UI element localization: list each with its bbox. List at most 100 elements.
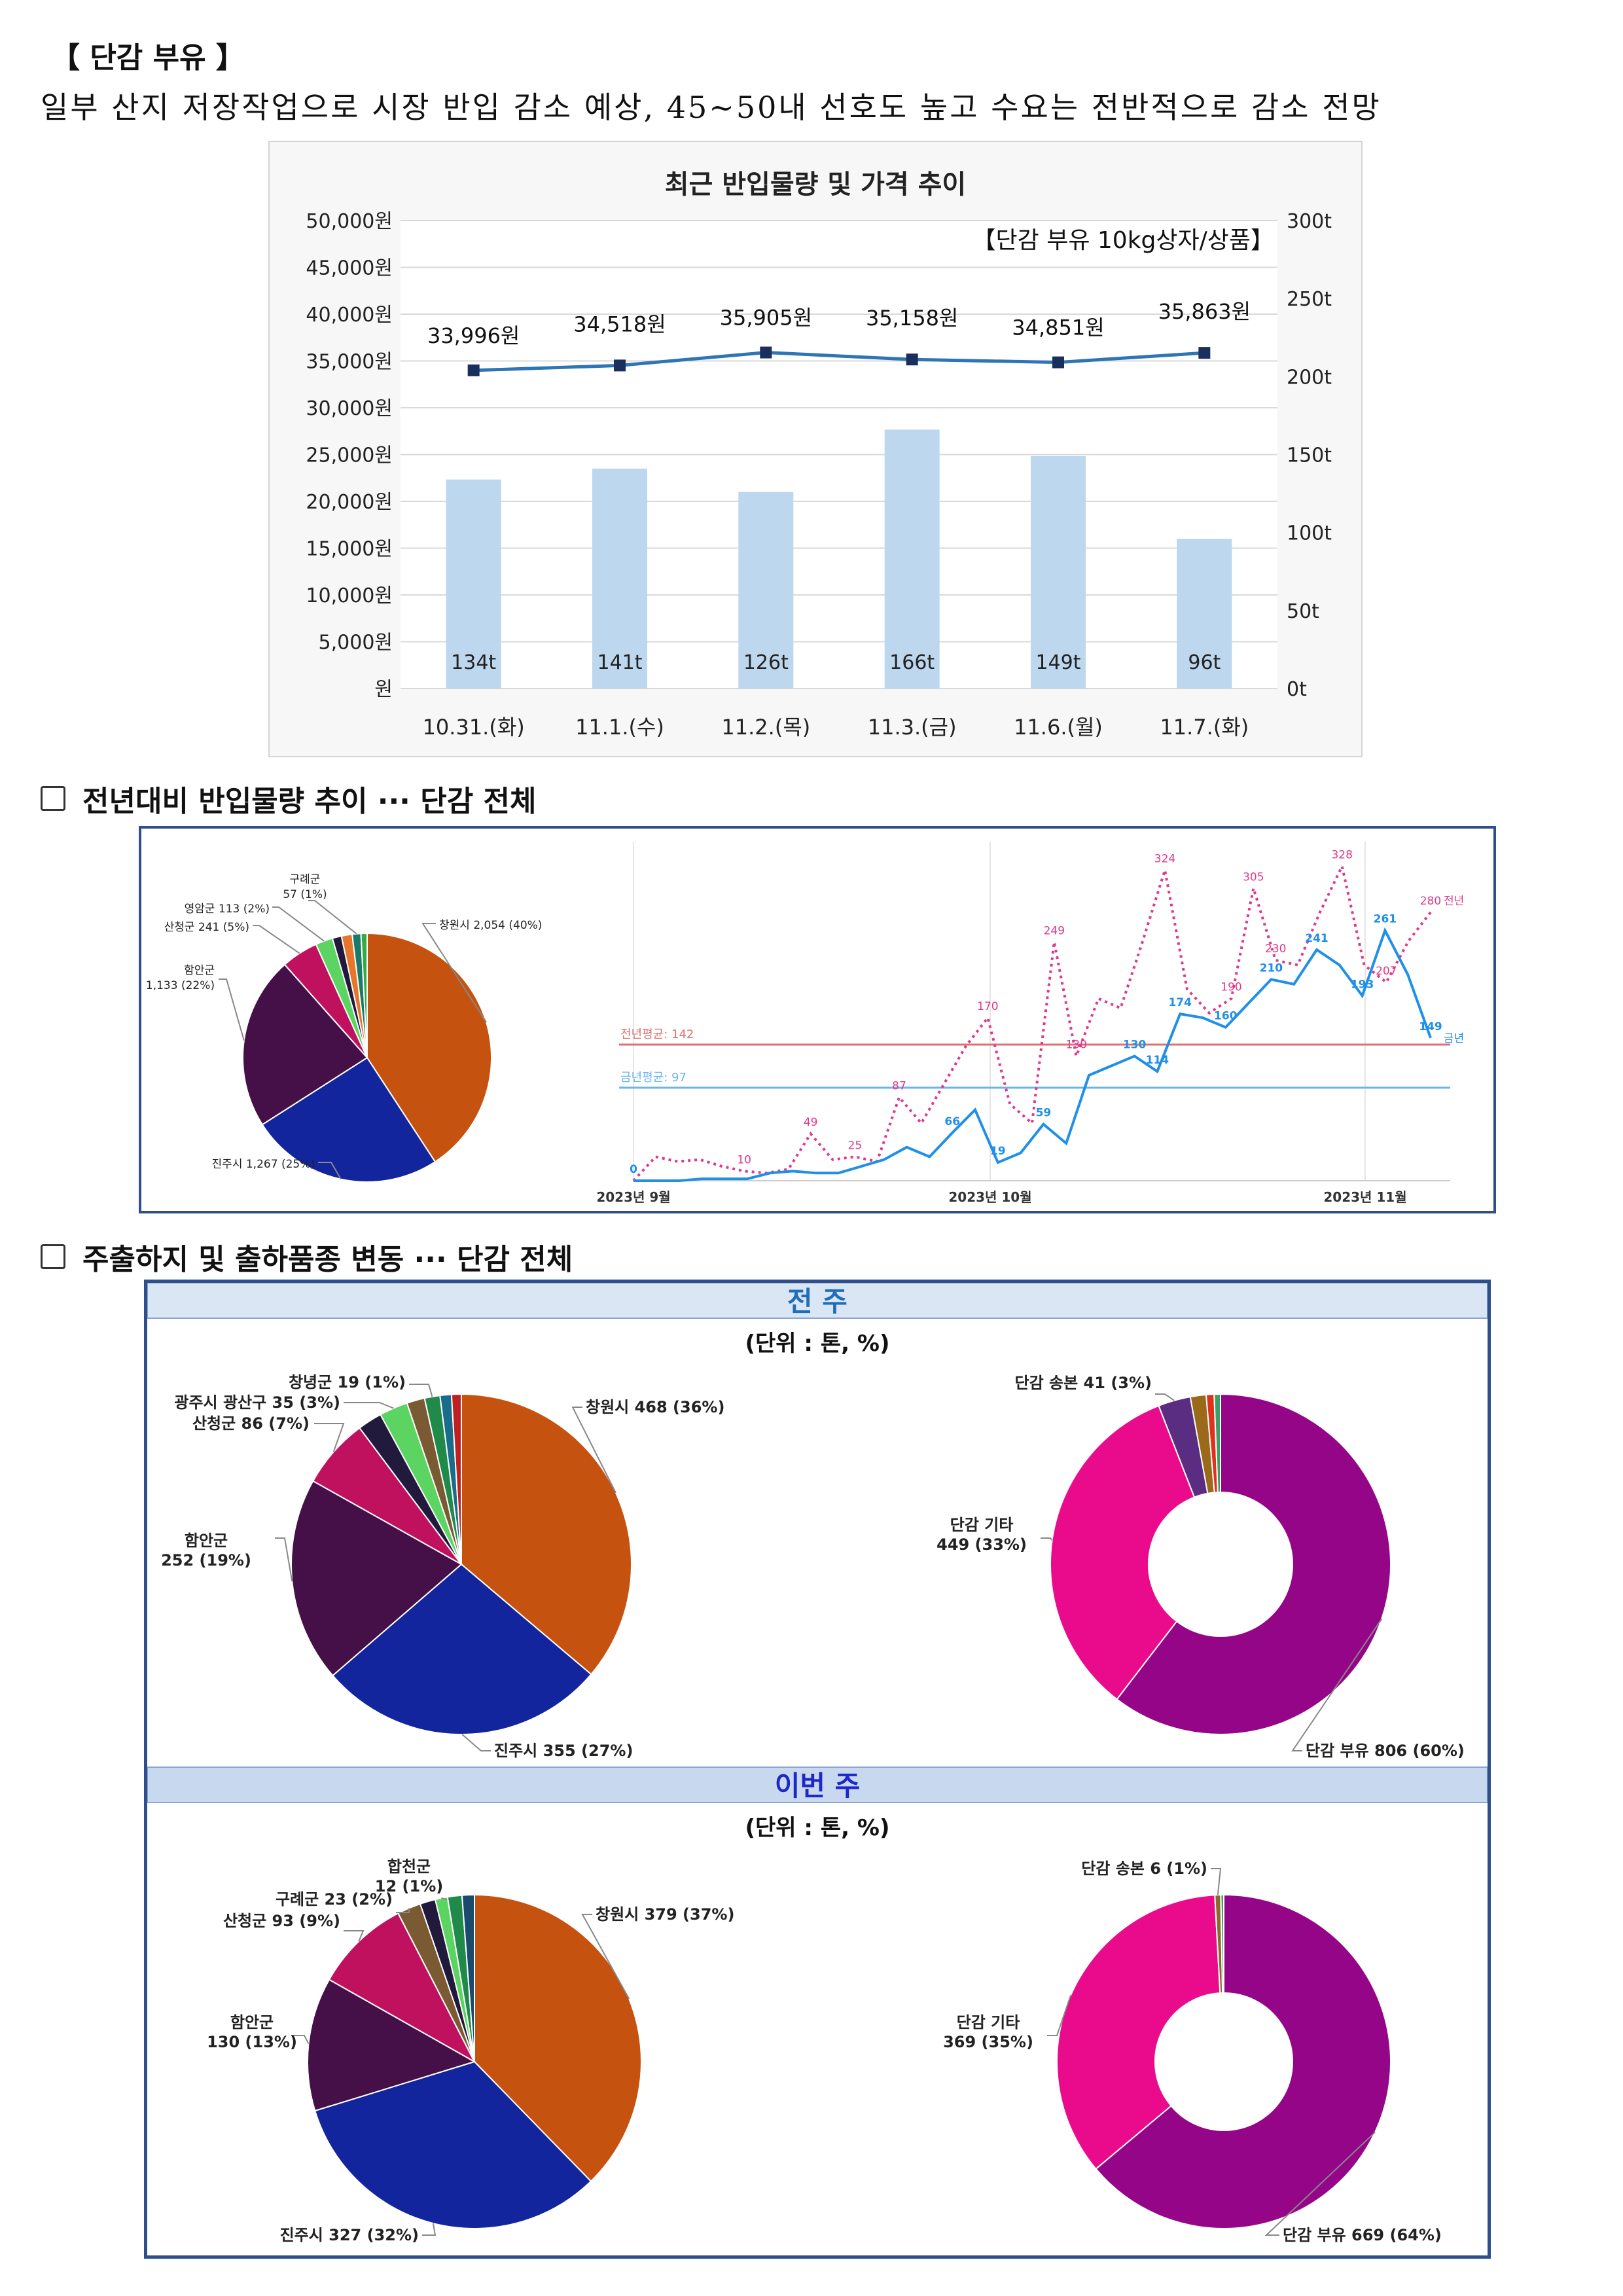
reference-label: 금년평균: 97 [620,1071,687,1085]
bar [1177,539,1232,689]
price-point [906,353,918,366]
slice-label: 진주시 355 (27%) [494,1742,633,1760]
pie-slice [331,1563,592,1735]
point-label: 328 [1331,849,1352,862]
leader-line [318,1162,342,1180]
page-heading: 【 단감 부유 】 [51,41,245,75]
x-tick: 11.3.(금) [868,715,957,740]
point-label: 305 [1243,870,1264,884]
bar-label: 166t [889,651,935,674]
y-left-tick: 10,000원 [306,584,393,607]
price-point [1198,347,1211,359]
leader-line [219,978,245,1041]
x-tick: 2023년 10월 [948,1189,1031,1205]
leader-line [314,1423,345,1452]
slice-label: 12 (1%) [375,1877,443,1895]
price-label: 34,518원 [573,312,666,336]
yearly-volume-panel: 창원시 2,054 (40%) 진주시 1,267 (25%) 함안군 1,133 (… [139,826,1496,1213]
point-label: 280 [1420,895,1441,908]
y-left-tick: 30,000원 [306,397,393,420]
panel-header [147,1282,1488,1319]
bar [446,479,501,689]
slice-label: 산청군 93 (9%) [223,1912,340,1930]
point-label: 324 [1154,852,1175,865]
bar-label: 96t [1188,651,1221,674]
series-line [633,927,1432,1182]
leader-line [275,1537,293,1582]
y-right-tick: 100t [1287,522,1332,545]
point-label: 25 [848,1139,863,1152]
section-title: 전년대비 반입물량 추이 ··· 단감 전체 [82,785,537,818]
slice-label: 함안군 [184,964,215,977]
point-label: 114 [1146,1054,1169,1067]
leader-line [409,1384,433,1397]
unit-label: (단위 : 톤, %) [745,1815,889,1841]
leader-line [581,1914,630,2000]
origin-variety-panel: 전 주 (단위 : 톤, %) 이번 주 (단위 : 톤, %) 창원시 468 (36… [144,1280,1491,2259]
bar-label: 149t [1035,651,1080,674]
point-label: 193 [1351,978,1374,991]
leader-line [1291,1619,1383,1751]
panel-header [147,1767,1488,1803]
slice-label: 창녕군 19 (1%) [289,1373,406,1391]
leader-line [344,1930,365,1942]
price-label: 35,863원 [1158,299,1251,324]
point-label: 241 [1305,932,1329,945]
bar-label: 126t [743,651,789,674]
pie-slice [1116,1393,1391,1735]
chart-subtitle: 【단감 부유 10kg상자/상품】 [972,227,1274,254]
y-left-tick: 45,000원 [306,257,393,280]
panel-title: 이번 주 [775,1770,861,1802]
price-point [760,346,772,359]
pie-slice [1050,1405,1196,1700]
leader-line [344,1402,394,1409]
price-label: 35,158원 [866,306,958,331]
y-right-tick: 150t [1287,444,1332,467]
price-point [614,359,626,372]
bar [738,492,794,689]
point-label: 249 [1044,924,1065,937]
slice-label: 산청군 241 (5%) [164,921,249,934]
y-right-tick: 300t [1287,210,1332,233]
slice-label: 산청군 86 (7%) [192,1414,310,1433]
point-label: 0 [630,1163,637,1176]
price-point [1052,356,1064,368]
slice-label: 합천군 [387,1857,431,1876]
pie-slice [450,1393,462,1565]
summary-text: 일부 산지 저장작업으로 시장 반입 감소 예상, 45~50내 선호도 높고 … [41,90,1382,125]
point-label: 0 [630,1163,637,1176]
y-right-tick: 250t [1287,288,1332,311]
slice-label: 창원시 2,054 (40%) [439,919,542,932]
point-label: 170 [977,1000,998,1013]
slice-label: 구례군 [290,873,321,886]
point-label: 130 [1123,1039,1147,1052]
x-tick: 11.6.(월) [1014,715,1103,740]
price-label: 33,996원 [427,323,520,348]
leader-line [291,2035,310,2045]
point-label: 130 [1065,1039,1086,1052]
chart-title: 최근 반입물량 및 가격 추이 [665,170,967,200]
y-left-tick: 25,000원 [306,444,393,467]
point-label: 190 [1221,981,1241,994]
reference-label: 전년평균: 142 [620,1028,694,1041]
checkbox-icon [41,1244,65,1269]
price-line [473,351,1205,372]
x-tick: 11.1.(수) [575,715,664,740]
slice-label: 창원시 379 (37%) [596,1905,734,1924]
pie-slice [1220,1893,1224,1994]
y-right-tick: 50t [1287,600,1319,623]
price-label: 35,905원 [720,306,812,331]
slice-label: 단감 송본 6 (1%) [1081,1859,1207,1878]
slice-label: 진주시 327 (32%) [280,2226,419,2244]
slice-label: 단감 기타 [957,2013,1020,2032]
checkbox-icon [41,786,65,811]
pie-slice [461,1893,475,2062]
leader-line [1041,1537,1053,1541]
y-left-tick: 50,000원 [306,210,393,233]
point-label: 210 [1260,961,1283,975]
pie-slice [360,932,368,1058]
series-line [632,862,1432,1182]
leader-line [1264,2132,1376,2236]
slice-label: 함안군 [185,1532,228,1550]
point-label: 230 [1265,942,1286,956]
